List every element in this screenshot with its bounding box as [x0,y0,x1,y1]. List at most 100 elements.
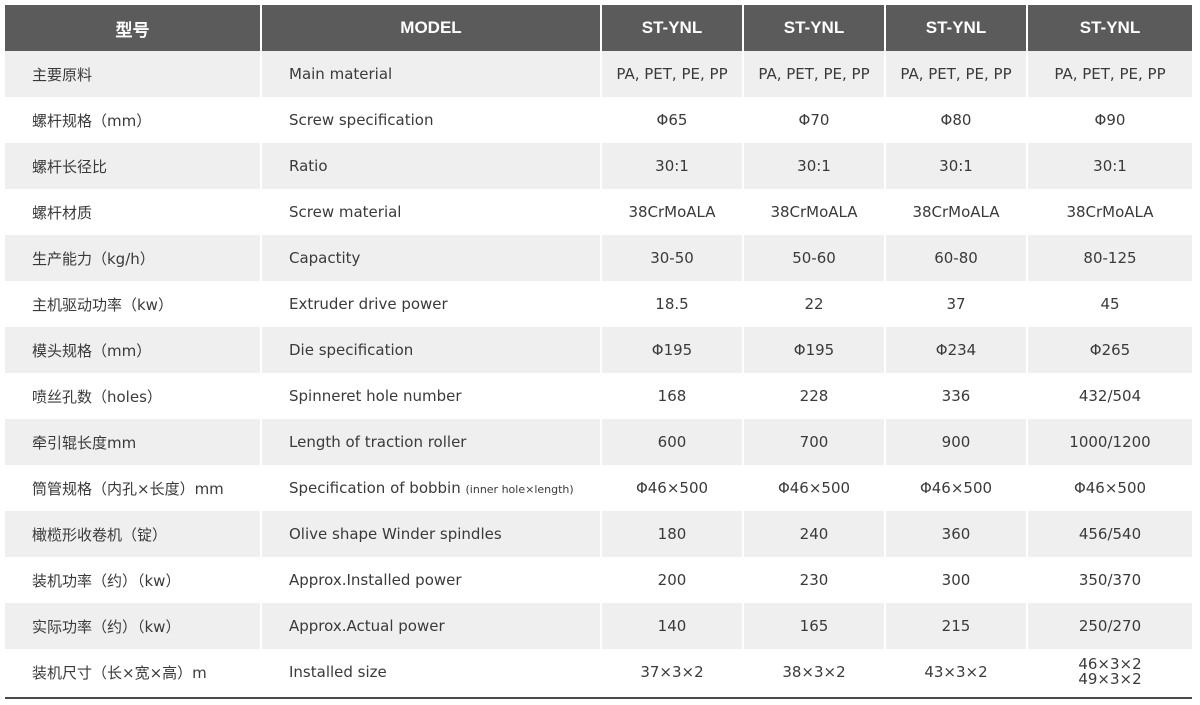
table-cell: 30-50 [602,235,744,281]
row-label-cn: 牵引辊长度mm [5,419,262,465]
table-cell: Φ80 [886,97,1028,143]
table-cell: Φ90 [1028,97,1192,143]
table-cell: 37×3×2 [602,649,744,695]
table-row: 筒管规格（内孔×长度）mm Specification of bobbin (i… [5,465,1192,511]
table-cell: Φ70 [744,97,886,143]
row-label-en: Die specification [262,327,602,373]
header-en: MODEL [262,5,602,51]
table-cell: Φ265 [1028,327,1192,373]
table-row: 装机功率（约）（kw） Approx.Installed power 200 2… [5,557,1192,603]
table-cell: 900 [886,419,1028,465]
table-cell: 37 [886,281,1028,327]
table-cell: 360 [886,511,1028,557]
table-cell: 38CrMoALA [744,189,886,235]
table-cell: Φ234 [886,327,1028,373]
table-cell: Φ46×500 [1028,465,1192,511]
table-cell: 432/504 [1028,373,1192,419]
row-label-en: Extruder drive power [262,281,602,327]
row-label-cn: 喷丝孔数（holes） [5,373,262,419]
row-label-en: Specification of bobbin (inner hole×leng… [262,465,602,511]
table-cell: 180 [602,511,744,557]
row-label-cn: 生产能力（kg/h） [5,235,262,281]
row-label-en-note: (inner hole×length) [465,483,574,496]
table-cell: 43×3×2 [886,649,1028,695]
table-row: 生产能力（kg/h） Capactity 30-50 50-60 60-80 8… [5,235,1192,281]
row-label-cn: 模头规格（mm） [5,327,262,373]
table-cell: 38CrMoALA [886,189,1028,235]
table-cell: Φ195 [602,327,744,373]
row-label-en: Length of traction roller [262,419,602,465]
row-label-cn: 装机功率（约）（kw） [5,557,262,603]
bottom-rule [5,697,1192,699]
table-cell: 200 [602,557,744,603]
table-cell: 38CrMoALA [602,189,744,235]
row-label-en: Spinneret hole number [262,373,602,419]
table-cell: 165 [744,603,886,649]
table-row: 橄榄形收卷机（锭） Olive shape Winder spindles 18… [5,511,1192,557]
row-label-cn: 筒管规格（内孔×长度）mm [5,465,262,511]
header-model: ST-YNL [744,5,886,51]
table-row: 模头规格（mm） Die specification Φ195 Φ195 Φ23… [5,327,1192,373]
table-cell: 30:1 [1028,143,1192,189]
spec-table: 型号 MODEL ST-YNL ST-YNL ST-YNL ST-YNL 主要原… [5,5,1192,695]
table-cell: 140 [602,603,744,649]
row-label-cn: 螺杆规格（mm） [5,97,262,143]
table-cell: 50-60 [744,235,886,281]
table-cell: 600 [602,419,744,465]
table-cell: 350/370 [1028,557,1192,603]
table-cell: 38×3×2 [744,649,886,695]
table-cell: 18.5 [602,281,744,327]
table-row: 螺杆长径比 Ratio 30:1 30:1 30:1 30:1 [5,143,1192,189]
table-cell: Φ46×500 [886,465,1028,511]
row-label-cn: 螺杆长径比 [5,143,262,189]
table-cell: 240 [744,511,886,557]
table-cell: 22 [744,281,886,327]
table-cell: PA, PET, PE, PP [1028,51,1192,97]
table-cell: 336 [886,373,1028,419]
table-row: 牵引辊长度mm Length of traction roller 600 70… [5,419,1192,465]
header-cn: 型号 [5,5,262,51]
table-row: 装机尺寸（长×宽×高）m Installed size 37×3×2 38×3×… [5,649,1192,695]
table-cell: 60-80 [886,235,1028,281]
table-cell: 215 [886,603,1028,649]
table-cell: 30:1 [744,143,886,189]
table-cell: 300 [886,557,1028,603]
row-label-cn: 橄榄形收卷机（锭） [5,511,262,557]
header-model: ST-YNL [1028,5,1192,51]
row-label-en: Screw specification [262,97,602,143]
row-label-en: Ratio [262,143,602,189]
header-model: ST-YNL [886,5,1028,51]
table-cell: Φ195 [744,327,886,373]
table-cell: 230 [744,557,886,603]
table-cell: 456/540 [1028,511,1192,557]
table-cell: PA, PET, PE, PP [744,51,886,97]
row-label-en: Capactity [262,235,602,281]
table-cell: 700 [744,419,886,465]
row-label-en: Main material [262,51,602,97]
table-cell: 45 [1028,281,1192,327]
table-row: 螺杆规格（mm） Screw specification Φ65 Φ70 Φ80… [5,97,1192,143]
row-label-cn: 主要原料 [5,51,262,97]
row-label-cn: 装机尺寸（长×宽×高）m [5,649,262,695]
row-label-en: Screw material [262,189,602,235]
table-row: 主要原料 Main material PA, PET, PE, PP PA, P… [5,51,1192,97]
row-label-en-main: Specification of bobbin [289,479,461,497]
table-row: 喷丝孔数（holes） Spinneret hole number 168 22… [5,373,1192,419]
row-label-en: Approx.Installed power [262,557,602,603]
row-label-en: Approx.Actual power [262,603,602,649]
table-cell: 168 [602,373,744,419]
table-cell: Φ46×500 [602,465,744,511]
row-label-en: Installed size [262,649,602,695]
row-label-en: Olive shape Winder spindles [262,511,602,557]
table-cell: 30:1 [886,143,1028,189]
row-label-cn: 实际功率（约）（kw） [5,603,262,649]
table-cell: 30:1 [602,143,744,189]
stacked-value-line: 49×3×2 [1078,669,1142,688]
table-cell: 228 [744,373,886,419]
table-cell-stacked: 46×3×2 49×3×2 [1028,649,1192,695]
table-row: 螺杆材质 Screw material 38CrMoALA 38CrMoALA … [5,189,1192,235]
table-cell: 80-125 [1028,235,1192,281]
row-label-cn: 螺杆材质 [5,189,262,235]
table-cell: PA, PET, PE, PP [602,51,744,97]
table-cell: 1000/1200 [1028,419,1192,465]
